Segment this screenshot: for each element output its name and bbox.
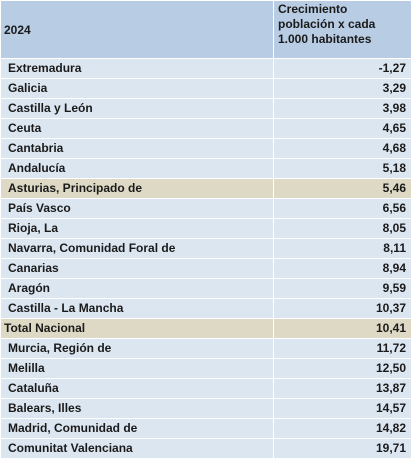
value-cell: 9,59: [273, 278, 412, 299]
table-body: Extremadura -1,27 Galicia 3,29 Castilla y Le…: [0, 58, 412, 459]
table-row: Asturias, Principado de 5,46: [0, 178, 412, 199]
value-cell: 8,94: [273, 258, 412, 279]
region-cell: Total Nacional: [0, 318, 274, 339]
table-row: Extremadura -1,27: [0, 58, 412, 79]
table-row: Madrid, Comunidad de 14,82: [0, 418, 412, 439]
header-row: 2024 Crecimiento población x cada 1.000 …: [0, 0, 412, 59]
table-row: Melilla 12,50: [0, 358, 412, 379]
value-cell: 4,68: [273, 138, 412, 159]
table-row: Navarra, Comunidad Foral de 8,11: [0, 238, 412, 259]
value-cell: 14,57: [273, 398, 412, 419]
table-header: 2024 Crecimiento población x cada 1.000 …: [0, 0, 412, 59]
table-row: Total Nacional 10,41: [0, 318, 412, 339]
value-cell: 11,72: [273, 338, 412, 359]
region-cell: Madrid, Comunidad de: [0, 418, 274, 439]
value-cell: 3,29: [273, 78, 412, 99]
region-cell: Canarias: [0, 258, 274, 279]
value-cell: 8,05: [273, 218, 412, 239]
table-row: Castilla y León 3,98: [0, 98, 412, 119]
table-row: Andalucía 5,18: [0, 158, 412, 179]
value-cell: 14,82: [273, 418, 412, 439]
table-row: Canarias 8,94: [0, 258, 412, 279]
table-row: Cantabria 4,68: [0, 138, 412, 159]
value-cell: 8,11: [273, 238, 412, 259]
region-cell: Extremadura: [0, 58, 274, 79]
table-row: Aragón 9,59: [0, 278, 412, 299]
value-cell: 13,87: [273, 378, 412, 399]
table-row: Balears, Illes 14,57: [0, 398, 412, 419]
value-cell: 10,41: [273, 318, 412, 339]
region-cell: Asturias, Principado de: [0, 178, 274, 199]
table-row: Comunitat Valenciana 19,71: [0, 438, 412, 459]
value-cell: 5,18: [273, 158, 412, 179]
value-cell: 10,37: [273, 298, 412, 319]
table-row: Galicia 3,29: [0, 78, 412, 99]
region-cell: Ceuta: [0, 118, 274, 139]
region-cell: Castilla y León: [0, 98, 274, 119]
value-cell: 12,50: [273, 358, 412, 379]
region-cell: Andalucía: [0, 158, 274, 179]
header-cell: Crecimiento población x cada 1.000 habit…: [273, 0, 412, 59]
region-cell: Melilla: [0, 358, 274, 379]
region-cell: Castilla - La Mancha: [0, 298, 274, 319]
value-cell: -1,27: [273, 58, 412, 79]
region-cell: Aragón: [0, 278, 274, 299]
value-cell: 3,98: [273, 98, 412, 119]
table-row: Ceuta 4,65: [0, 118, 412, 139]
region-cell: Cantabria: [0, 138, 274, 159]
region-cell: Galicia: [0, 78, 274, 99]
region-cell: Rioja, La: [0, 218, 274, 239]
region-cell: Cataluña: [0, 378, 274, 399]
table-row: Castilla - La Mancha 10,37: [0, 298, 412, 319]
region-cell: Navarra, Comunidad Foral de: [0, 238, 274, 259]
value-cell: 19,71: [273, 438, 412, 459]
table-row: País Vasco 6,56: [0, 198, 412, 219]
region-cell: Balears, Illes: [0, 398, 274, 419]
header-cell: 2024: [0, 0, 274, 59]
region-cell: País Vasco: [0, 198, 274, 219]
table-row: Rioja, La 8,05: [0, 218, 412, 239]
value-cell: 4,65: [273, 118, 412, 139]
value-cell: 5,46: [273, 178, 412, 199]
table-row: Cataluña 13,87: [0, 378, 412, 399]
value-cell: 6,56: [273, 198, 412, 219]
region-cell: Comunitat Valenciana: [0, 438, 274, 459]
region-cell: Murcia, Región de: [0, 338, 274, 359]
table-row: Murcia, Región de 11,72: [0, 338, 412, 359]
